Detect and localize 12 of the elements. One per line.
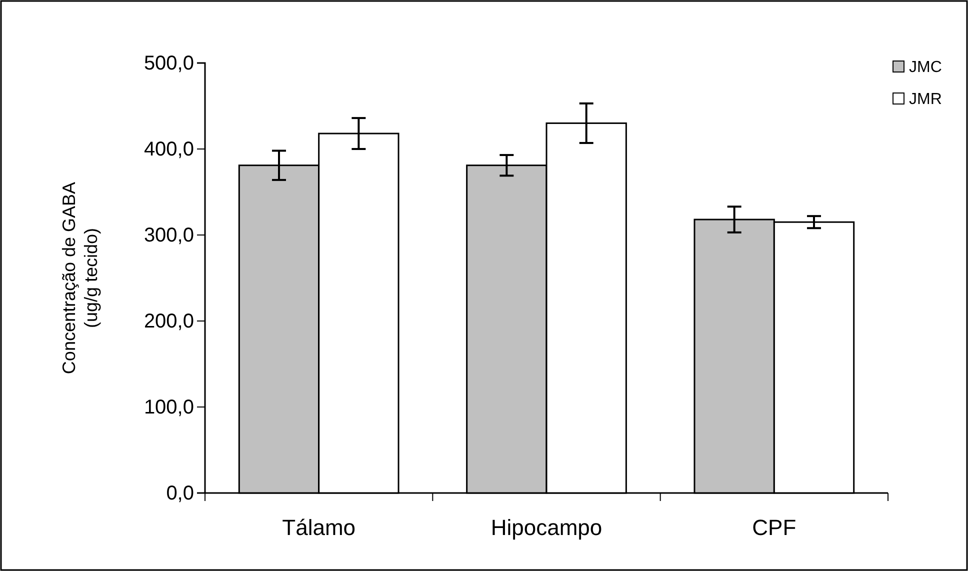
x-tick-label: Tálamo <box>282 515 356 540</box>
y-tick-label: 100,0 <box>144 396 194 418</box>
legend-label: JMC <box>909 59 942 76</box>
y-tick-label: 200,0 <box>144 310 194 332</box>
y-tick-label: 300,0 <box>144 224 194 246</box>
y-axis-title: Concentração de GABA (ug/g tecido) <box>59 182 101 374</box>
x-tick-label: Hipocampo <box>490 515 602 540</box>
x-tick-label: CPF <box>752 515 796 540</box>
legend-label: JMR <box>909 91 942 108</box>
y-tick-label: 0,0 <box>166 482 194 504</box>
y-tick-label: 500,0 <box>144 52 194 74</box>
y-tick-label: 400,0 <box>144 138 194 160</box>
